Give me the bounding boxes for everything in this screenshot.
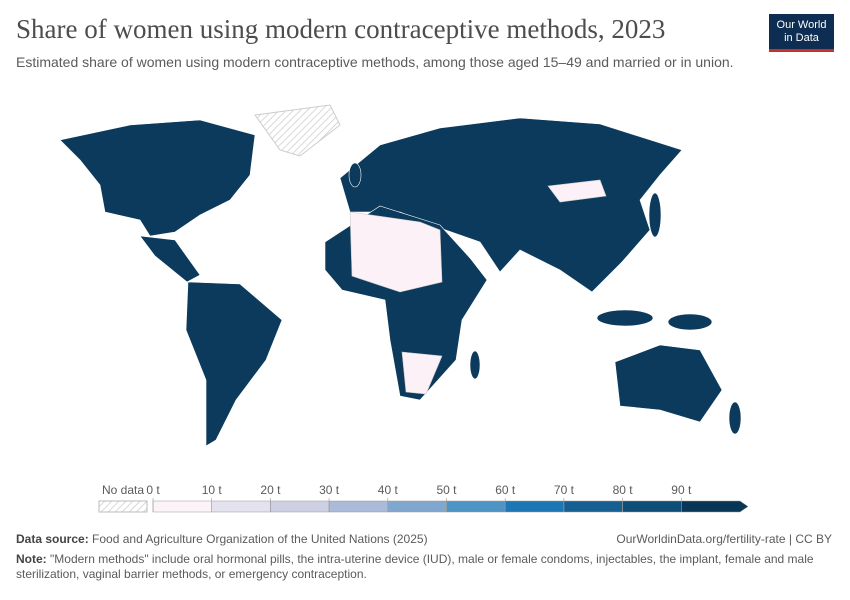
source: Data source: Food and Agriculture Organi…	[16, 532, 428, 547]
mongolia[interactable]	[547, 179, 607, 203]
legend-bin	[563, 500, 623, 513]
legend-tick-label: 70 t	[554, 483, 575, 497]
indonesia[interactable]	[596, 309, 654, 327]
logo-line: in Data	[784, 32, 819, 44]
japan[interactable]	[648, 192, 662, 238]
legend-bin	[387, 500, 447, 513]
madagascar[interactable]	[469, 350, 481, 380]
australia[interactable]	[614, 344, 723, 423]
new-guinea[interactable]	[667, 313, 713, 331]
no-data-swatch	[98, 500, 148, 513]
south-america[interactable]	[185, 281, 283, 447]
legend-tick-label: 90 t	[671, 483, 692, 497]
map	[59, 104, 742, 447]
note: Note: "Modern methods" include oral horm…	[16, 552, 831, 582]
legend-tick-label: 50 t	[436, 483, 457, 497]
legend-bin	[152, 500, 212, 513]
legend-bin	[211, 500, 271, 513]
legend-tick-label: 40 t	[378, 483, 399, 497]
legend-tick-label: 80 t	[613, 483, 634, 497]
uk[interactable]	[348, 162, 362, 188]
legend-bin	[681, 500, 749, 513]
logo-line: Our World	[776, 19, 827, 31]
legend-tick-label: 10 t	[202, 483, 223, 497]
legend-bin	[622, 500, 682, 513]
logo[interactable]: Our World in Data	[769, 14, 834, 52]
url[interactable]: OurWorldinData.org/fertility-rate | CC B…	[616, 532, 832, 546]
legend: No data 0 t 10 t 20 t 30 t 40 t 50 t 60 t 70 t 8…	[98, 483, 749, 513]
north-africa[interactable]	[349, 211, 443, 293]
central-america[interactable]	[139, 235, 201, 283]
source-label: Data source:	[16, 532, 89, 546]
source-text: Food and Agriculture Organization of the…	[92, 532, 428, 546]
note-label: Note:	[16, 552, 47, 566]
title: Share of women using modern contraceptiv…	[16, 14, 666, 44]
legend-bin	[446, 500, 506, 513]
legend-tick-label: 0 t	[146, 483, 160, 497]
greenland[interactable]	[254, 104, 341, 157]
new-zealand[interactable]	[728, 401, 742, 435]
north-america[interactable]	[59, 119, 256, 237]
legend-tick-label: 60 t	[495, 483, 516, 497]
legend-tick-label: 30 t	[319, 483, 340, 497]
no-data-label: No data	[102, 483, 144, 497]
legend-tick-label: 20 t	[260, 483, 281, 497]
note-text: "Modern methods" include oral hormonal p…	[16, 552, 814, 581]
legend-bin	[504, 500, 565, 513]
legend-bin	[270, 500, 330, 513]
southern-africa[interactable]	[401, 351, 443, 395]
legend-bin	[328, 500, 389, 513]
subtitle: Estimated share of women using modern co…	[16, 54, 734, 70]
